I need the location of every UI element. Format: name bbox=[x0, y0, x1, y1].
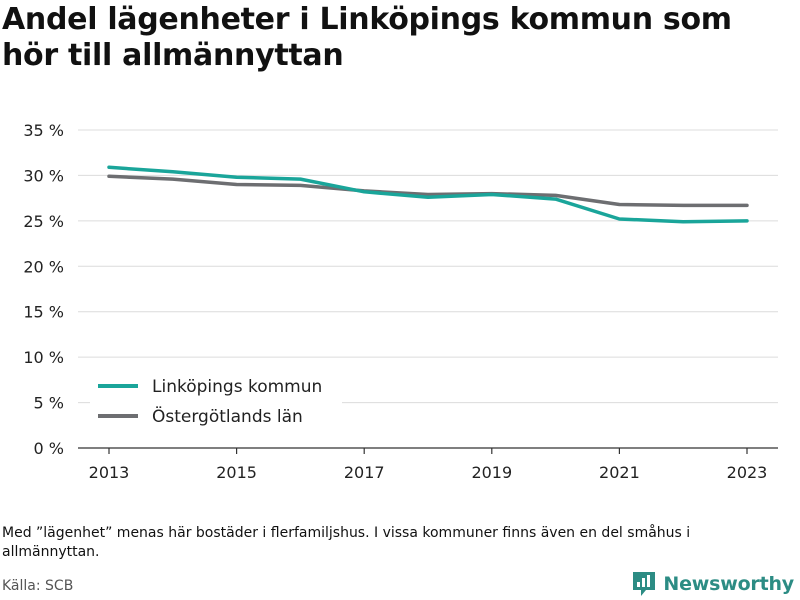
y-tick-label: 20 % bbox=[23, 257, 64, 276]
source-label: Källa: SCB bbox=[2, 578, 74, 594]
y-tick-label: 0 % bbox=[34, 439, 64, 458]
gridlines bbox=[78, 129, 778, 404]
y-tick-label: 10 % bbox=[23, 348, 64, 367]
brand-logo[interactable]: Newsworthy bbox=[631, 570, 794, 598]
x-axis: 2013 2015 2017 2019 2021 2023 bbox=[78, 447, 778, 482]
y-tick-label: 35 % bbox=[23, 121, 64, 140]
x-tick-label: 2019 bbox=[471, 463, 512, 482]
x-tick-label: 2017 bbox=[344, 463, 385, 482]
legend-label: Linköpings kommun bbox=[152, 377, 322, 397]
y-tick-label: 25 % bbox=[23, 212, 64, 231]
line-chart: 0 %5 %10 %15 %20 %25 %30 %35 % 2013 2015 2… bbox=[23, 121, 778, 482]
x-tick-label: 2023 bbox=[727, 463, 768, 482]
legend: Linköpings kommun Östergötlands län bbox=[90, 368, 342, 428]
y-axis: 0 % 5 % 10 % 15 % 20 % 25 % 30 % 35 % bbox=[23, 121, 64, 458]
x-tick-label: 2013 bbox=[89, 463, 130, 482]
series-lines bbox=[107, 165, 749, 224]
chart-title: Andel lägenheter i Linköpings kommun som… bbox=[2, 2, 732, 73]
y-tick-label: 15 % bbox=[23, 303, 64, 322]
series-line bbox=[107, 174, 749, 208]
x-tick-label: 2021 bbox=[599, 463, 640, 482]
series-line bbox=[107, 165, 749, 224]
newsworthy-logo-icon bbox=[633, 572, 656, 596]
brand-name: Newsworthy bbox=[663, 573, 794, 595]
chart-note: Med ”lägenhet” menas här bostäder i fler… bbox=[2, 525, 691, 560]
y-tick-label: 5 % bbox=[34, 394, 64, 413]
x-tick-label: 2015 bbox=[216, 463, 257, 482]
y-tick-label: 30 % bbox=[23, 166, 64, 185]
legend-label: Östergötlands län bbox=[152, 405, 303, 427]
